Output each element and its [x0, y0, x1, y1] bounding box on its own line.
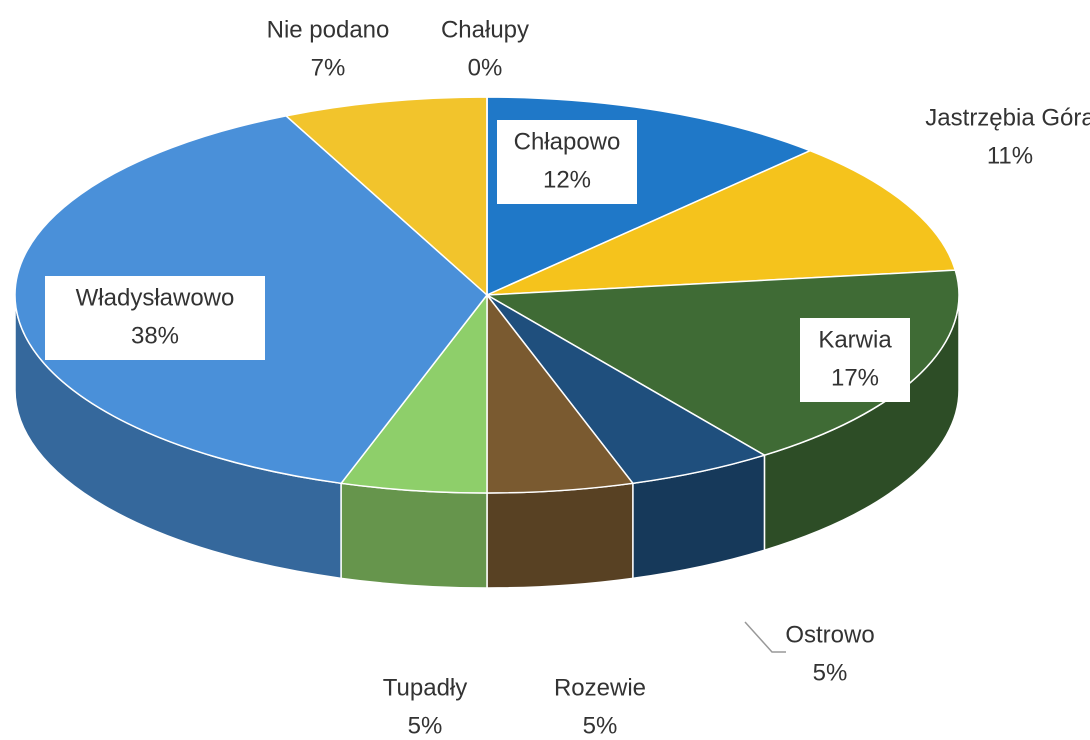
category-label: Jastrzębia Góra	[925, 104, 1090, 131]
slice	[486, 294, 767, 485]
category-label: Nie podano	[267, 16, 390, 43]
value-label: 17%	[831, 364, 879, 391]
value-label: 11%	[987, 142, 1033, 169]
value-label: 0%	[468, 54, 503, 81]
label-box	[45, 276, 265, 360]
leader-line	[744, 621, 786, 653]
slice-side	[340, 482, 488, 589]
slice	[486, 292, 635, 494]
value-label: 5%	[813, 659, 848, 686]
category-label: Tupadły	[383, 674, 468, 701]
slice	[284, 96, 488, 297]
category-label: Chłapowo	[514, 128, 621, 155]
label-box	[800, 318, 910, 402]
slice-side	[486, 482, 634, 589]
slice	[486, 149, 957, 296]
category-label: Rozewie	[554, 674, 646, 701]
labels: Chłapowo 12% Jastrzębia Góra 11% Karwia 17% Os…	[45, 16, 1090, 739]
slice	[339, 292, 488, 494]
category-label: Ostrowo	[785, 621, 874, 648]
sides	[14, 294, 960, 589]
slice	[484, 269, 960, 456]
value-label: 5%	[583, 712, 618, 739]
value-label: 38%	[131, 322, 179, 349]
label-box	[497, 120, 637, 204]
category-label: Karwia	[818, 326, 892, 353]
value-label: 7%	[311, 54, 346, 81]
value-label: 12%	[543, 166, 591, 193]
category-label: Władysławowo	[76, 284, 235, 311]
value-label: 5%	[408, 712, 443, 739]
category-label: Chałupy	[441, 16, 529, 43]
